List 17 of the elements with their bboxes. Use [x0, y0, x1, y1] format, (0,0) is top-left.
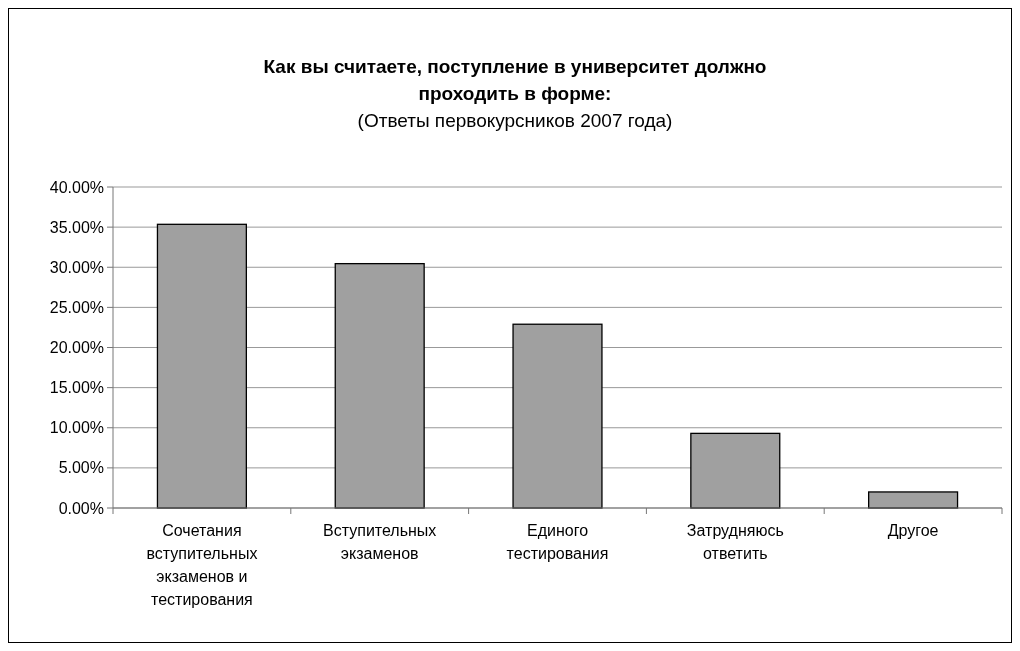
chart-subtitle: (Ответы первокурсников 2007 года)	[357, 110, 673, 131]
y-tick-label: 30.00%	[49, 258, 104, 276]
y-tick-label: 5.00%	[58, 459, 104, 477]
x-tick-label: Вступительных экзаменов	[323, 522, 437, 562]
y-tick-label: 20.00%	[49, 339, 104, 357]
y-tick-label: 10.00%	[49, 419, 104, 437]
y-tick-label: 35.00%	[49, 218, 104, 236]
y-tick-label: 0.00%	[58, 499, 104, 517]
x-tick-label: Единого тестирования	[506, 522, 609, 562]
x-tick-label: Сочетания вступительных экзаменов и тестирования	[146, 522, 258, 608]
bar	[868, 491, 959, 509]
x-tick-label: Другое	[887, 522, 939, 539]
y-tick-label: 15.00%	[49, 379, 104, 397]
y-tick-label: 25.00%	[49, 298, 104, 316]
x-tick-label: Затрудняюсь ответить	[686, 522, 784, 562]
y-tick-label: 40.00%	[49, 178, 104, 196]
chart-title: Как вы считаете, поступление в университет должно проходить в форме:	[263, 56, 767, 104]
